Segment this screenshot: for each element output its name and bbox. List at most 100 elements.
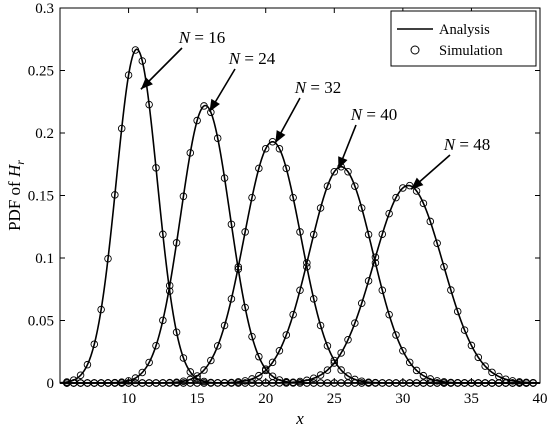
sim-point: [179, 192, 188, 201]
sim-point: [419, 199, 428, 208]
sim-point: [200, 366, 208, 374]
sim-point: [460, 326, 469, 334]
sim-point: [186, 368, 195, 376]
sim-point: [193, 116, 201, 125]
legend-label-simulation: Simulation: [439, 43, 503, 59]
sim-point: [316, 371, 325, 379]
sim-point: [159, 230, 167, 239]
sim-point: [83, 360, 92, 369]
sim-point: [426, 375, 435, 383]
analysis-curve-n40: [60, 165, 540, 384]
sim-point: [412, 366, 421, 375]
annotation-label-n16: N = 16: [178, 28, 225, 47]
sim-point: [309, 230, 318, 239]
simulation-series-n48: [63, 181, 537, 387]
sim-point: [357, 204, 366, 212]
axes: 10 15 20 25 30 35 40 0 0.05 0.1 0.15 0.2 0.25 0.3 x PDF…: [5, 1, 548, 428]
sim-point: [412, 187, 421, 195]
y-tick-label: 0: [47, 376, 55, 392]
sim-point: [172, 239, 181, 247]
sim-point: [97, 305, 105, 314]
sim-point: [207, 356, 215, 365]
sim-point: [138, 57, 147, 65]
sim-point: [90, 340, 99, 348]
sim-point: [289, 310, 297, 319]
x-tick-label: 10: [121, 391, 136, 407]
sim-point: [371, 253, 380, 262]
sim-point: [227, 295, 236, 303]
sim-point: [323, 342, 332, 350]
sim-point: [117, 124, 126, 133]
y-tick-label: 0.1: [35, 251, 54, 267]
sim-point: [330, 168, 339, 176]
legend: Analysis Simulation: [390, 10, 537, 67]
legend-label-analysis: Analysis: [439, 22, 490, 38]
sim-point: [227, 220, 236, 229]
analysis-curve-n48: [60, 184, 541, 384]
sim-point: [145, 358, 153, 367]
sim-point: [296, 286, 304, 294]
sim-point: [378, 286, 387, 294]
sim-point: [296, 228, 304, 236]
sim-point: [111, 191, 119, 199]
sim-point: [282, 331, 291, 339]
sim-point: [488, 368, 496, 377]
annotation-label-n48: N = 48: [443, 135, 490, 154]
sim-point: [364, 230, 373, 239]
sim-point: [405, 358, 414, 367]
sim-point: [152, 164, 160, 172]
y-tick-label: 0.15: [28, 189, 54, 205]
simulation-series-n40: [63, 162, 537, 387]
sim-point: [289, 193, 297, 202]
sim-point: [275, 144, 284, 153]
sim-point: [152, 341, 160, 350]
sim-point: [309, 295, 318, 303]
x-tick-label: 40: [533, 391, 548, 407]
sim-point: [241, 377, 249, 385]
annotation-arrowhead: [411, 177, 424, 190]
sim-point: [399, 347, 407, 355]
y-axis-label: PDF of Hr: [5, 160, 27, 231]
sim-point: [344, 335, 352, 344]
sim-point: [316, 204, 325, 212]
sim-point: [303, 376, 311, 385]
x-tick-label: 30: [395, 391, 410, 407]
sim-point: [337, 366, 345, 374]
simulation-series-n32: [63, 137, 537, 387]
sim-point: [255, 164, 263, 173]
sim-point: [481, 362, 489, 370]
sim-point: [330, 359, 339, 367]
sim-point: [282, 164, 291, 173]
sim-point: [344, 372, 352, 380]
sim-point: [495, 372, 503, 381]
sim-point: [351, 182, 359, 190]
sim-point: [213, 134, 222, 142]
y-tick-label: 0.3: [35, 1, 54, 17]
sim-point: [200, 102, 208, 110]
sim-point: [186, 149, 195, 157]
sim-point: [316, 321, 325, 330]
sim-point: [138, 368, 147, 377]
sim-point: [426, 217, 435, 226]
sim-point: [399, 184, 407, 192]
x-tick-label: 20: [258, 391, 273, 407]
sim-point: [303, 263, 311, 271]
annotation-arrowhead: [209, 98, 220, 112]
sim-point: [131, 374, 140, 382]
sim-point: [447, 286, 455, 294]
sim-point: [392, 331, 400, 339]
sim-point: [255, 371, 263, 380]
x-axis-label: x: [295, 409, 304, 428]
sim-point: [330, 356, 339, 365]
sim-point: [145, 100, 153, 109]
sim-point: [309, 374, 318, 383]
sim-point: [357, 299, 366, 307]
sim-point: [323, 366, 332, 374]
sim-point: [440, 263, 448, 271]
sim-point: [378, 230, 387, 238]
sim-point: [385, 310, 393, 319]
sim-point: [268, 358, 277, 367]
sim-point: [261, 144, 270, 153]
sim-point: [385, 209, 393, 218]
